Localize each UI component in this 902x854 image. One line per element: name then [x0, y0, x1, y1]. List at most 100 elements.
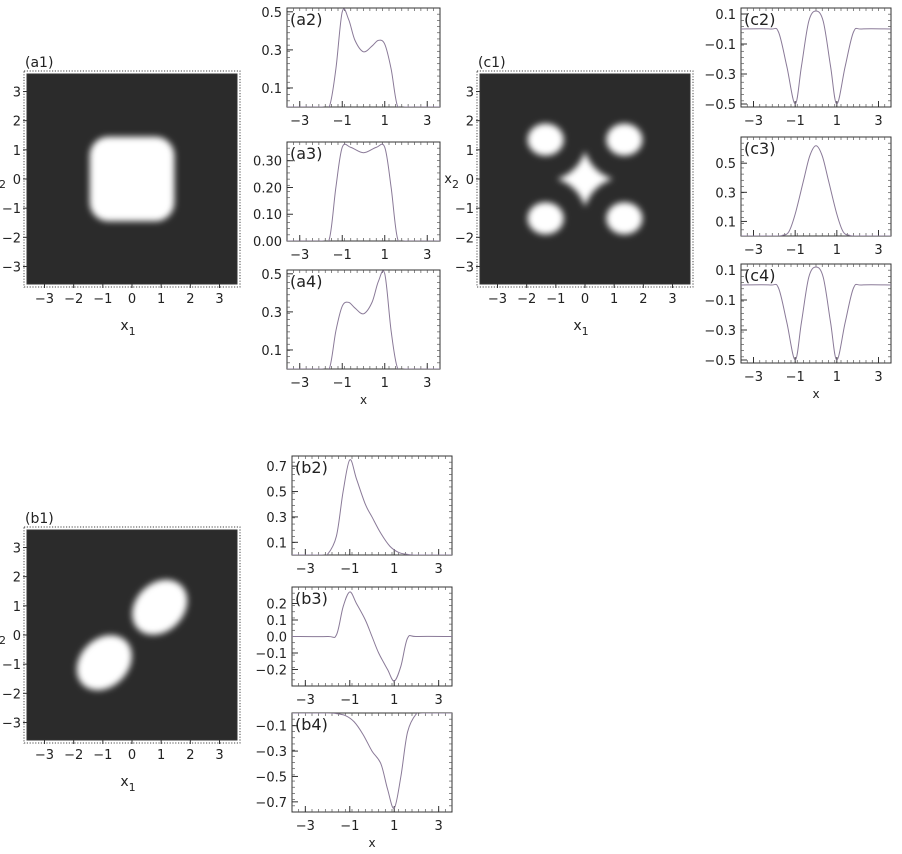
x-tick-label: 1	[390, 562, 398, 577]
y-axis-label-sub: 2	[0, 178, 6, 191]
y-tick-label: 0.3	[715, 186, 736, 201]
x-tick-label: 2	[186, 292, 194, 307]
y-tick-label: −0.1	[255, 720, 287, 735]
y-tick-label: 0.1	[261, 344, 282, 359]
y-tick-label: −0.2	[255, 664, 287, 679]
series-line	[741, 266, 891, 361]
x-axis-label-sub: 1	[582, 325, 589, 338]
x-axis-label-sub: 1	[129, 781, 136, 794]
panel-b1: −3 −2 −1 0 1 2 3 −3 −2 −1 1 2 3 x1 x2 0 (b1)	[0, 511, 241, 794]
y-tick-label: 0.7	[266, 460, 287, 475]
y-tick-label: −0.5	[255, 770, 287, 785]
plot-frame	[740, 136, 892, 237]
y-tick-label: 0.1	[715, 8, 736, 23]
x-tick-label: 3	[435, 562, 443, 577]
density-lobe	[132, 579, 188, 635]
x-tick-label: 3	[874, 243, 882, 258]
y-tick-label: −0.3	[255, 745, 287, 760]
x-tick-label: −3	[296, 819, 315, 834]
panel-label: (b3)	[295, 589, 328, 608]
y-tick-label: 0.5	[266, 486, 287, 501]
x-axis-label: x1	[573, 318, 588, 338]
x-tick-label: 1	[157, 292, 165, 307]
y-tick-label: −0.1	[704, 38, 736, 53]
x-tick-label: −1	[786, 114, 805, 129]
x-tick-label: −2	[517, 292, 536, 307]
panel-label: (a4)	[290, 272, 322, 291]
panel-label: (b1)	[25, 511, 54, 527]
y-tick-label: −3	[2, 717, 21, 732]
y-tick-label: −2	[2, 687, 21, 702]
x-tick-label: −1	[786, 243, 805, 258]
x-tick-label: 1	[381, 114, 389, 129]
x-tick-label: −2	[64, 748, 83, 763]
x-tick-label: 3	[435, 693, 443, 708]
y-tick-label: 0.30	[253, 155, 282, 170]
density-lobe	[527, 202, 564, 235]
panel-a2: −3 −1 1 3 0.1 0.3 0.5 (a2)	[261, 6, 441, 129]
y-tick-label: 0.5	[261, 268, 282, 283]
y-tick-label: 1	[13, 600, 21, 615]
x-tick-label: −1	[340, 562, 359, 577]
x-tick-label: 1	[833, 243, 841, 258]
series-line	[741, 145, 891, 236]
x-tick-label: −3	[744, 370, 763, 385]
x-tick-label: 3	[874, 370, 882, 385]
x-tick-label: −1	[93, 748, 112, 763]
y-axis-label-sub: 2	[0, 634, 6, 647]
y-tick-label: −0.1	[255, 647, 287, 662]
y-tick-label: −1	[2, 202, 21, 217]
x-axis-label: x1	[120, 774, 135, 794]
x-tick-label: 1	[390, 819, 398, 834]
density-lobe	[606, 202, 643, 235]
x-tick-label: 3	[215, 292, 223, 307]
series-line	[287, 143, 440, 241]
y-axis-label: x2	[0, 628, 6, 647]
x-tick-label: 1	[833, 370, 841, 385]
x-tick-label: −1	[333, 114, 352, 129]
y-axis-label: x2	[0, 172, 6, 191]
x-tick-label: −3	[35, 292, 54, 307]
y-tick-label: 0.3	[261, 306, 282, 321]
x-tick-label: 1	[381, 376, 389, 391]
x-tick-label: 3	[423, 376, 431, 391]
x-axis-label: x1	[120, 318, 135, 338]
plot-frame	[286, 141, 441, 242]
y-tick-label: 1	[466, 144, 474, 159]
x-tick-label: −1	[93, 292, 112, 307]
density-lobe	[606, 123, 643, 156]
y-tick-label: 0.5	[261, 6, 282, 21]
panel-label: (a1)	[25, 55, 53, 71]
x-axis-label-sub: 1	[129, 325, 136, 338]
x-tick-label: −1	[546, 292, 565, 307]
y-tick-label: −1	[455, 202, 474, 217]
y-tick-label: 0.0	[266, 631, 287, 646]
x-tick-label: −3	[35, 748, 54, 763]
x-tick-label: 3	[423, 248, 431, 263]
x-tick-label: −1	[333, 376, 352, 391]
y-tick-label: 0	[13, 173, 21, 188]
y-tick-label: 2	[13, 115, 21, 130]
y-tick-label: 0.2	[266, 598, 287, 613]
panel-b3: −3 −1 1 3 −0.2 −0.10.0 0.10.2 (b3)	[255, 586, 453, 708]
y-tick-label: 0.20	[253, 181, 282, 196]
x-tick-label: −1	[340, 693, 359, 708]
panel-label: (c3)	[744, 139, 775, 158]
x-tick-label: 2	[639, 292, 647, 307]
y-tick-label: 0.1	[266, 536, 287, 551]
panel-label: (c1)	[478, 55, 506, 71]
y-tick-label: 0.1	[266, 614, 287, 629]
y-tick-label: −3	[455, 261, 474, 276]
x-tick-label: −3	[296, 693, 315, 708]
x-axis-label: x	[360, 393, 367, 407]
series-line	[292, 591, 452, 682]
panel-c3: −3 −1 1 3 0.1 0.3 0.5 (c3)	[715, 136, 892, 258]
y-tick-label: 0.3	[266, 511, 287, 526]
y-axis-label: x2	[444, 172, 459, 191]
panel-label: (a2)	[290, 10, 322, 29]
x-tick-label: 1	[610, 292, 618, 307]
y-tick-label: 3	[466, 86, 474, 101]
y-tick-label: 0	[466, 173, 474, 188]
series-line	[287, 270, 440, 369]
y-tick-label: 1	[13, 144, 21, 159]
